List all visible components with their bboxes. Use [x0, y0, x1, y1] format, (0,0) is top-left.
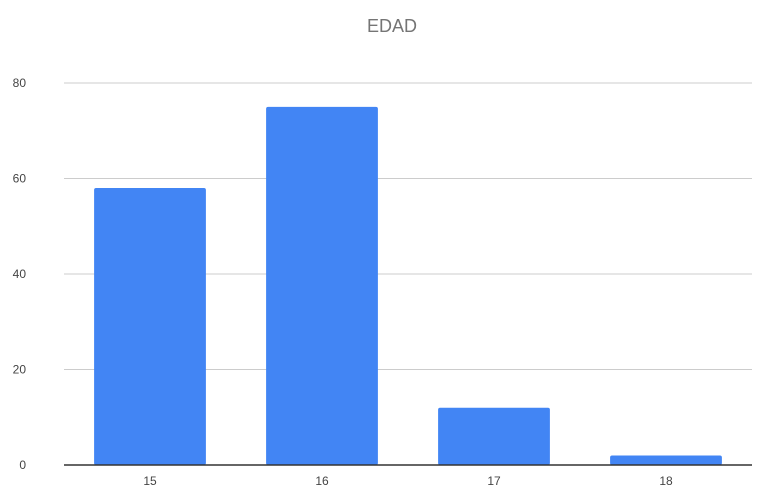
chart-title: EDAD [367, 16, 417, 36]
y-tick-label: 80 [13, 76, 27, 90]
y-tick-label: 40 [13, 267, 27, 281]
bar-17 [438, 407, 550, 465]
bar-18 [610, 455, 722, 465]
y-tick-label: 20 [13, 363, 27, 377]
x-tick-label: 16 [315, 474, 329, 487]
x-tick-label: 18 [659, 474, 673, 487]
x-axis-ticks: 15 16 17 18 [143, 474, 673, 487]
x-tick-label: 17 [487, 474, 501, 487]
y-tick-label: 0 [19, 458, 26, 472]
bar-16 [266, 106, 378, 465]
x-tick-label: 15 [143, 474, 157, 487]
y-tick-label: 60 [13, 172, 27, 186]
y-axis-ticks: 0 20 40 60 80 [13, 76, 27, 472]
bar-15 [94, 188, 206, 466]
bars [94, 106, 722, 466]
